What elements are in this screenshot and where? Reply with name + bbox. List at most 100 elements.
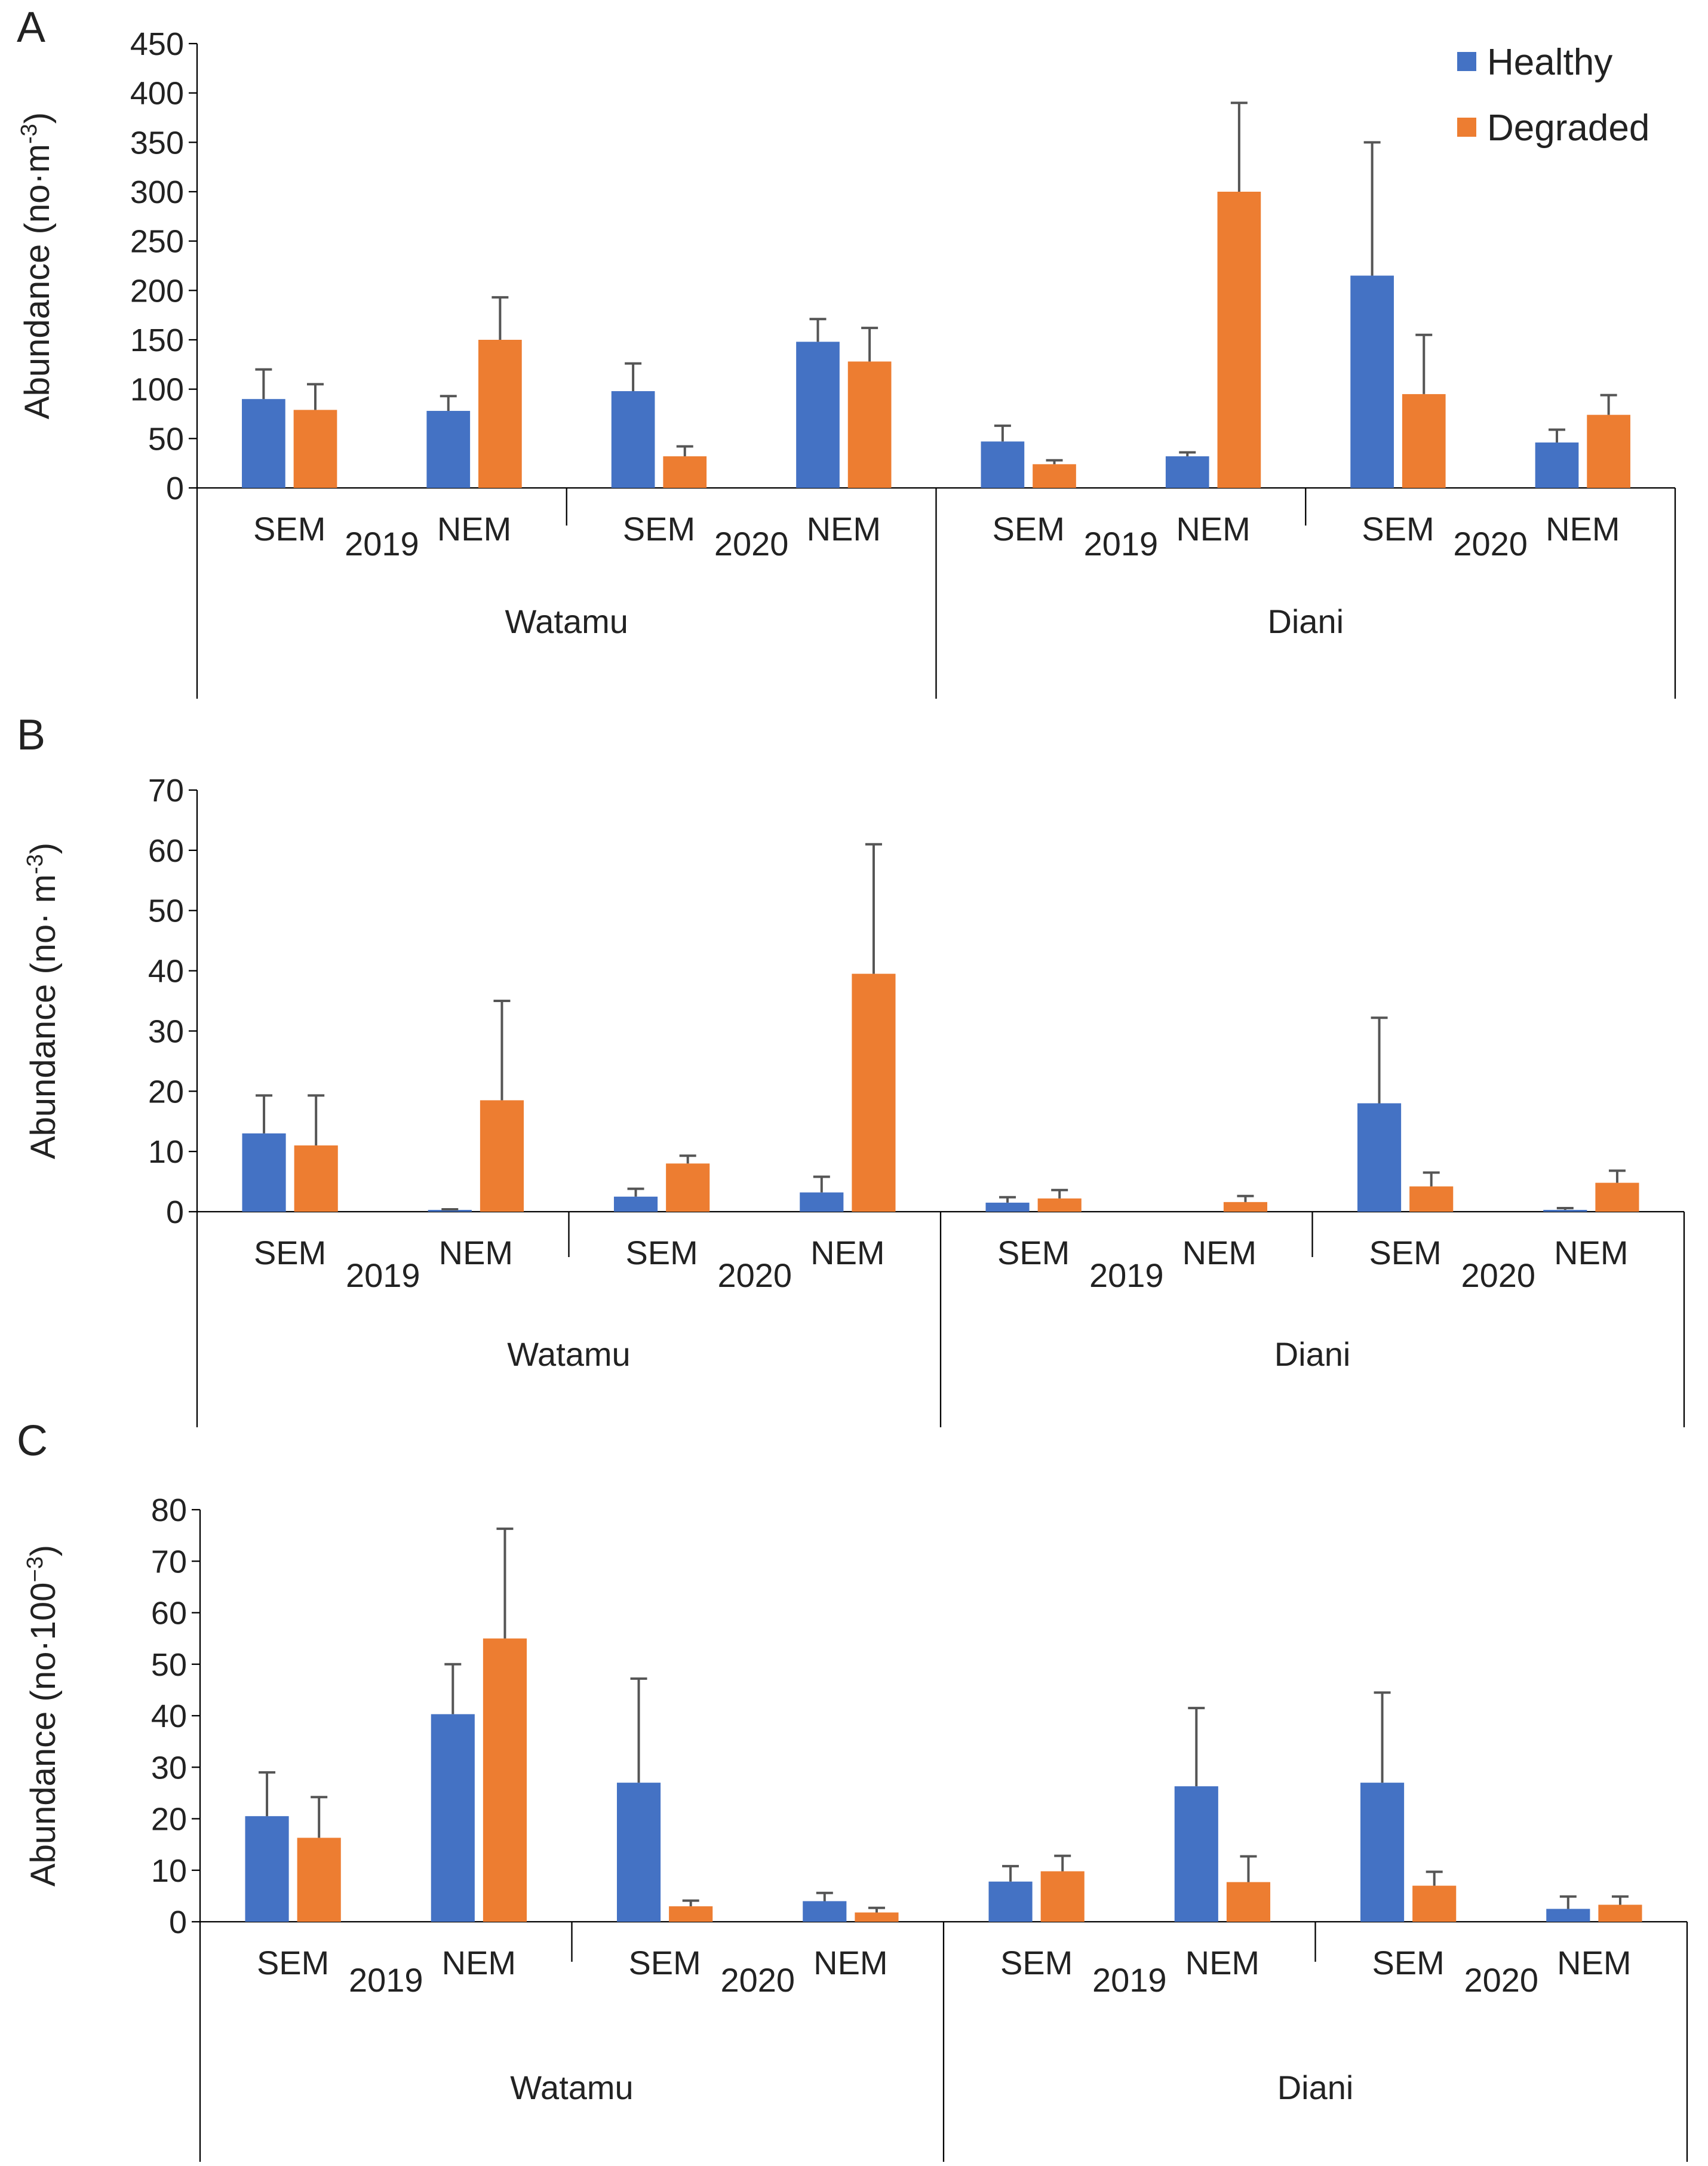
legend: Healthy Degraded [1457,42,1649,149]
bar-degraded [666,1163,710,1212]
bar-degraded [1402,394,1446,488]
bar-healthy [803,1901,847,1922]
x-season-label: NEM [1546,510,1620,548]
y-tick-label: 20 [151,1802,187,1838]
y-tick-label: 450 [130,26,184,62]
bar-degraded [480,1100,524,1212]
x-year-label: 2019 [1092,1961,1167,1999]
y-tick-label: 100 [130,372,184,408]
x-site-label: Diani [1267,603,1344,640]
bar-healthy [1174,1786,1218,1922]
bar-healthy [242,1133,286,1212]
x-season-label: NEM [442,1944,516,1981]
bar-healthy [1357,1103,1402,1212]
y-tick-label: 50 [148,421,184,457]
x-season-label: SEM [253,510,325,548]
bar-degraded [293,410,337,488]
y-tick-label: 300 [130,174,184,210]
bar-degraded [1598,1904,1642,1922]
x-year-label: 2019 [345,525,419,563]
x-year-label: 2020 [714,525,789,563]
x-season-label: SEM [257,1944,329,1981]
panel-label: A [17,4,45,51]
x-season-label: NEM [439,1234,513,1271]
y-tick-label: 10 [148,1134,184,1170]
bar-healthy [611,391,655,488]
bar-degraded [478,340,522,488]
bar-degraded [847,361,892,488]
y-tick-label: 40 [151,1698,187,1734]
y-tick-label: 0 [166,471,184,506]
y-tick-label: 350 [130,125,184,161]
x-site-label: Diani [1274,1335,1351,1373]
x-year-label: 2020 [1461,1256,1535,1294]
x-season-label: SEM [625,1234,698,1271]
bar-degraded [1037,1198,1082,1212]
bar-healthy [431,1714,475,1922]
x-season-label: NEM [437,510,511,548]
bar-degraded [483,1638,527,1922]
bar-degraded [1040,1871,1085,1922]
x-season-label: NEM [1557,1944,1631,1981]
bar-degraded [669,1906,713,1922]
bar-healthy [985,1202,1030,1212]
x-year-label: 2020 [1464,1961,1538,1999]
bar-degraded [663,456,707,488]
legend-swatch-degraded [1457,118,1476,137]
legend-label-healthy: Healthy [1487,42,1612,83]
panel-label: C [17,1417,48,1465]
y-tick-label: 70 [148,773,184,809]
x-season-label: SEM [623,510,695,548]
x-season-label: NEM [1176,510,1250,548]
panel-label: B [17,711,45,759]
x-year-label: 2020 [1453,525,1528,563]
legend-swatch-healthy [1457,52,1476,71]
y-tick-label: 40 [148,954,184,990]
bar-degraded [1595,1182,1639,1212]
y-tick-label: 50 [151,1647,187,1683]
x-season-label: NEM [813,1944,887,1981]
bar-healthy [1546,1909,1590,1922]
x-season-label: SEM [1000,1944,1073,1981]
x-site-label: Watamu [507,1335,630,1373]
bar-healthy [981,441,1025,488]
x-site-label: Diani [1277,2069,1354,2106]
bar-degraded [852,973,896,1212]
x-year-label: 2019 [1084,525,1159,563]
y-tick-label: 250 [130,224,184,260]
y-tick-label: 150 [130,322,184,358]
x-season-label: SEM [1362,510,1434,548]
x-season-label: SEM [628,1944,701,1981]
x-site-label: Watamu [510,2069,633,2106]
y-axis-title: Abundance (no· m-3) [23,843,63,1159]
bar-healthy [800,1192,844,1212]
y-tick-label: 400 [130,76,184,112]
x-year-label: 2019 [346,1256,420,1294]
x-season-label: SEM [993,510,1065,548]
y-tick-label: 30 [151,1750,187,1786]
bar-healthy [1543,1209,1587,1212]
y-tick-label: 0 [166,1194,184,1230]
bar-healthy [245,1816,289,1922]
bar-degraded [1412,1885,1457,1922]
y-tick-label: 30 [148,1013,184,1049]
bar-healthy [613,1196,658,1212]
x-season-label: NEM [807,510,881,548]
bar-degraded [294,1145,338,1212]
y-axis-title: Abundance (no·m-3) [17,112,57,419]
x-year-label: 2020 [717,1256,792,1294]
x-year-label: 2019 [1089,1256,1164,1294]
bar-healthy [428,1209,472,1212]
x-season-label: SEM [1372,1944,1444,1981]
x-season-label: NEM [1185,1944,1260,1981]
chart-panel-a: A Abundance (no·m-3) 0 50 100 150 200 250 300 350… [17,4,1676,699]
bar-healthy [616,1783,661,1922]
bar-degraded [1409,1186,1454,1212]
bar-degraded [1223,1202,1268,1212]
y-tick-label: 20 [148,1074,184,1110]
y-tick-label: 80 [151,1492,187,1528]
bar-healthy [1165,456,1209,488]
y-tick-label: 200 [130,273,184,309]
y-tick-label: 10 [151,1853,187,1889]
